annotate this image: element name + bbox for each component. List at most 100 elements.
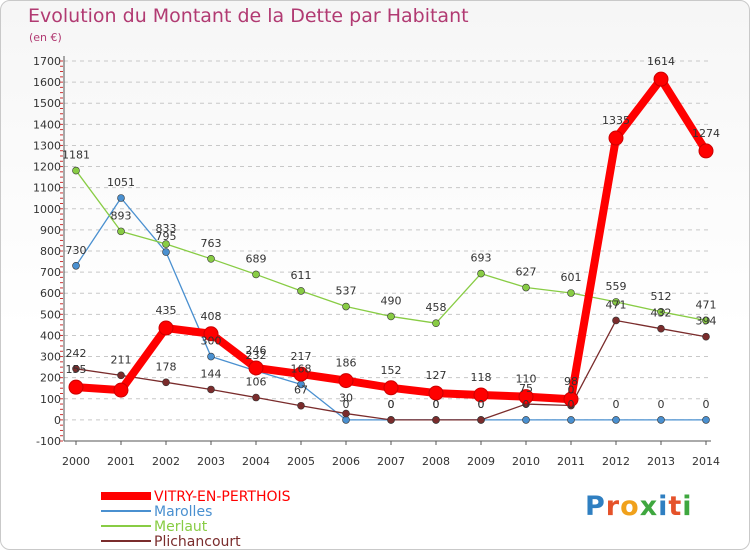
- y-tick-label: 1500: [33, 97, 61, 110]
- legend-label: Merlaut: [154, 519, 208, 535]
- data-label: 232: [246, 349, 267, 362]
- data-point: [68, 379, 84, 395]
- data-label: 833: [156, 222, 177, 235]
- data-label: 118: [471, 371, 492, 384]
- data-point: [518, 389, 534, 405]
- data-point: [612, 316, 620, 325]
- legend-label: Marolles: [154, 504, 212, 520]
- data-label: 211: [111, 353, 132, 366]
- data-label: 0: [613, 398, 620, 411]
- x-tick-label: 2012: [602, 455, 630, 468]
- data-point: [162, 240, 170, 248]
- data-point: [342, 416, 350, 424]
- data-label: 1051: [107, 176, 135, 189]
- data-label: 0: [388, 398, 395, 411]
- data-label: 0: [478, 398, 485, 411]
- y-tick-label: 1600: [33, 76, 61, 89]
- data-label: 0: [388, 398, 395, 411]
- data-point: [117, 371, 125, 380]
- data-point: [387, 312, 395, 321]
- data-label: 155: [66, 363, 87, 376]
- data-label: 168: [291, 362, 312, 375]
- data-label: 300: [201, 335, 222, 348]
- data-point: [297, 401, 305, 410]
- data-point: [653, 71, 669, 87]
- chart-title: Evolution du Montant de la Dette par Hab…: [28, 5, 469, 27]
- x-tick-label: 2002: [152, 455, 180, 468]
- data-point: [297, 287, 305, 295]
- data-point: [293, 366, 309, 382]
- y-tick-label: 1700: [33, 55, 61, 68]
- data-point: [387, 416, 395, 424]
- data-label: 0: [433, 398, 440, 411]
- y-tick-label: 900: [40, 224, 61, 237]
- data-label: 144: [201, 367, 222, 380]
- data-label: 0: [703, 398, 710, 411]
- data-label: 30: [339, 392, 353, 405]
- data-label: 893: [111, 209, 132, 222]
- logo-letter: x: [639, 491, 659, 522]
- data-label: 611: [291, 269, 312, 282]
- data-point: [477, 416, 485, 424]
- data-label: 127: [426, 369, 447, 382]
- data-label: 246: [246, 344, 267, 357]
- x-tick-label: 2001: [107, 455, 135, 468]
- data-label: 763: [201, 237, 222, 250]
- data-label: 106: [246, 376, 267, 389]
- legend-label: VITRY-EN-PERTHOIS: [154, 489, 291, 505]
- data-point: [698, 143, 714, 159]
- data-point: [342, 302, 350, 311]
- logo-letter: P: [585, 491, 606, 522]
- data-point: [657, 324, 665, 333]
- x-tick-label: 2009: [467, 455, 495, 468]
- data-point: [702, 332, 710, 341]
- y-tick-label: 600: [40, 287, 61, 300]
- chart-unit: (en €): [29, 31, 62, 44]
- y-tick-label: 400: [40, 329, 61, 342]
- data-point: [702, 416, 710, 424]
- y-tick-label: 100: [40, 393, 61, 406]
- data-point: [432, 319, 440, 328]
- data-label: 471: [606, 298, 627, 311]
- data-label: 98: [564, 375, 578, 388]
- data-label: 512: [651, 290, 672, 303]
- logo-letter: t: [668, 491, 683, 522]
- data-point: [612, 416, 620, 424]
- data-point: [432, 416, 440, 424]
- data-label: 408: [201, 310, 222, 323]
- data-label: 0: [478, 398, 485, 411]
- y-tick-label: 1100: [33, 182, 61, 195]
- data-label: 1614: [647, 55, 675, 68]
- data-label: 1181: [62, 149, 90, 162]
- data-point: [207, 385, 215, 394]
- data-label: 627: [516, 266, 537, 279]
- y-tick-label: 700: [40, 266, 61, 279]
- data-label: 1274: [692, 127, 720, 140]
- logo-letter: r: [605, 491, 621, 522]
- data-point: [428, 385, 444, 401]
- data-point: [608, 130, 624, 146]
- data-label: 490: [381, 294, 402, 307]
- data-label: 0: [523, 398, 530, 411]
- data-label: 0: [658, 398, 665, 411]
- data-label: 186: [336, 357, 357, 370]
- data-label: 0: [568, 398, 575, 411]
- data-point: [158, 320, 174, 336]
- x-tick-label: 2010: [512, 455, 540, 468]
- x-tick-label: 2007: [377, 455, 405, 468]
- data-label: 152: [381, 364, 402, 377]
- data-point: [203, 326, 219, 342]
- y-tick-label: 800: [40, 245, 61, 258]
- data-point: [207, 255, 215, 263]
- y-tick-label: 300: [40, 351, 61, 364]
- data-point: [567, 416, 575, 424]
- data-point: [162, 248, 170, 256]
- data-label: 67: [294, 384, 308, 397]
- data-point: [477, 269, 485, 278]
- x-tick-label: 2000: [62, 455, 90, 468]
- data-point: [162, 378, 170, 387]
- data-point: [563, 391, 579, 407]
- legend-label: Plichancourt: [154, 534, 241, 550]
- data-label: 178: [156, 360, 177, 373]
